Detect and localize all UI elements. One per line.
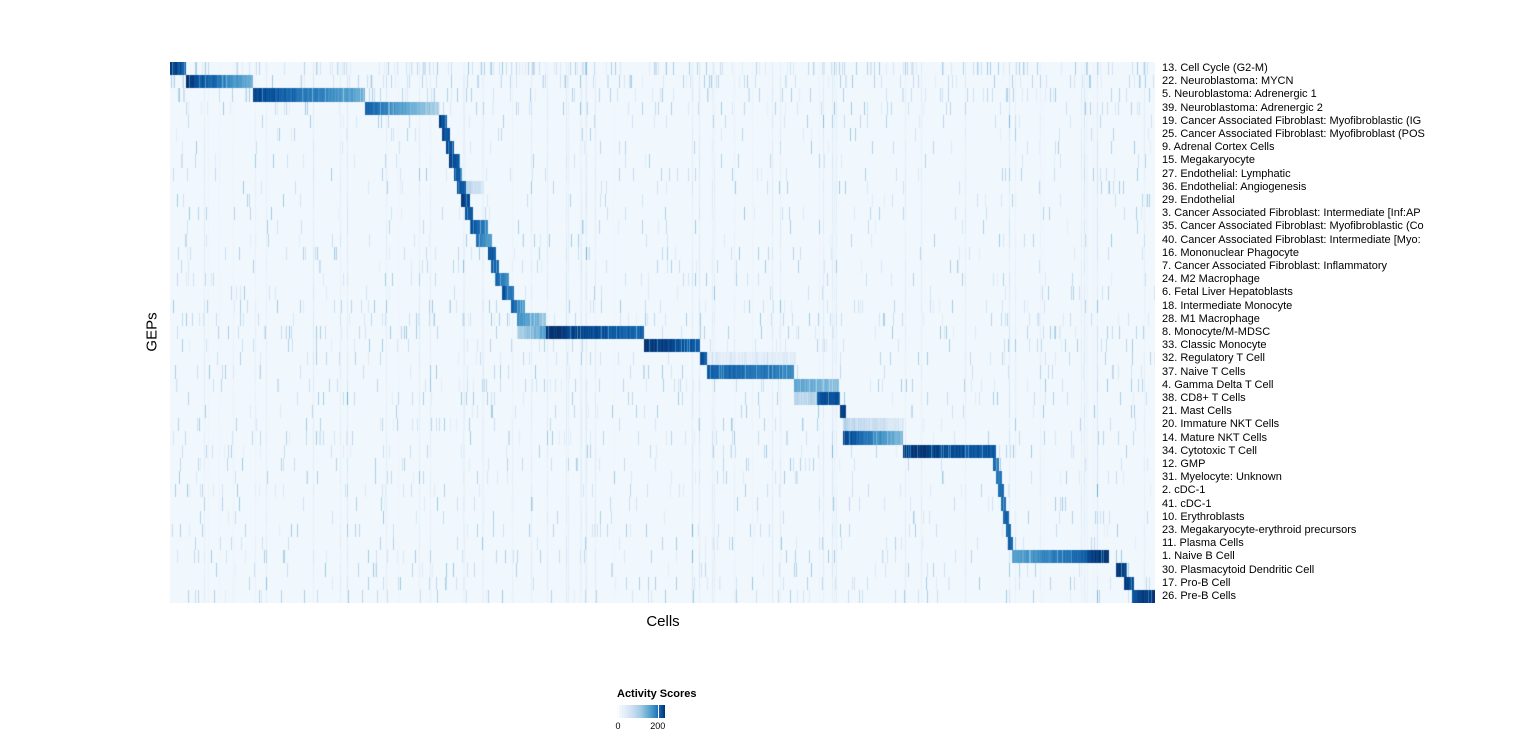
gep-row-label: 20. Immature NKT Cells <box>1162 418 1280 431</box>
legend-tick-mark-max <box>657 705 659 718</box>
gep-row-label: 25. Cancer Associated Fibroblast: Myofib… <box>1162 128 1425 141</box>
gep-row-label: 19. Cancer Associated Fibroblast: Myofib… <box>1162 114 1422 127</box>
gep-row-label: 14. Mature NKT Cells <box>1162 431 1267 444</box>
gep-row-label: 32. Regulatory T Cell <box>1162 352 1265 365</box>
gep-row-label: 37. Naive T Cells <box>1162 365 1246 378</box>
legend-tick-min-label: 0 <box>615 721 621 731</box>
gep-row-label: 24. M2 Macrophage <box>1162 273 1260 286</box>
gep-row-label: 30. Plasmacytoid Dendritic Cell <box>1162 563 1315 576</box>
gep-row-label: 41. cDC-1 <box>1162 497 1212 510</box>
gep-row-label: 17. Pro-B Cell <box>1162 576 1231 589</box>
gep-row-label: 4. Gamma Delta T Cell <box>1162 378 1274 391</box>
gep-row-label: 7. Cancer Associated Fibroblast: Inflamm… <box>1162 260 1387 273</box>
gep-row-label: 26. Pre-B Cells <box>1162 589 1236 602</box>
y-axis-label: GEPs <box>143 312 161 352</box>
gep-row-label: 6. Fetal Liver Hepatoblasts <box>1162 286 1293 299</box>
legend-tick-labels: 0 200 <box>615 721 666 733</box>
gep-row-label: 3. Cancer Associated Fibroblast: Interme… <box>1162 207 1421 220</box>
x-axis-label: Cells <box>646 613 680 630</box>
legend: Activity Scores 0 200 <box>615 688 757 733</box>
gep-row-label: 5. Neuroblastoma: Adrenergic 1 <box>1162 88 1317 101</box>
gep-row-label: 18. Intermediate Monocyte <box>1162 299 1293 312</box>
gep-row-label: 11. Plasma Cells <box>1162 537 1244 550</box>
gep-row-label: 35. Cancer Associated Fibroblast: Myofib… <box>1162 220 1424 233</box>
gep-row-label: 23. Megakaryocyte-erythroid precursors <box>1162 523 1357 536</box>
gep-row-label: 9. Adrenal Cortex Cells <box>1162 141 1275 154</box>
gep-row-label: 38. CD8+ T Cells <box>1162 391 1246 404</box>
gep-row-label: 12. GMP <box>1162 457 1206 470</box>
gep-row-label: 33. Classic Monocyte <box>1162 339 1267 352</box>
legend-colorbar <box>617 705 665 718</box>
gep-row-label: 15. Megakaryocyte <box>1162 154 1255 167</box>
gep-row-label: 31. Myelocyte: Unknown <box>1162 471 1282 484</box>
gep-row-label: 22. Neuroblastoma: MYCN <box>1162 75 1294 88</box>
heatmap-canvas <box>170 62 1155 603</box>
legend-tick-mark-min <box>617 705 619 718</box>
gep-row-label: 8. Monocyte/M-MDSC <box>1162 326 1271 338</box>
gep-row-label: 27. Endothelial: Lymphatic <box>1162 167 1291 180</box>
gep-row-label: 21. Mast Cells <box>1162 405 1232 418</box>
gep-row-label: 1. Naive B Cell <box>1162 550 1235 563</box>
gep-row-label: 28. M1 Macrophage <box>1162 312 1260 325</box>
legend-title: Activity Scores <box>617 688 697 700</box>
gep-row-label: 29. Endothelial <box>1162 194 1235 207</box>
row-labels: 13. Cell Cycle (G2-M) 22. Neuroblastoma: … <box>1160 62 1540 603</box>
gep-row-label: 40. Cancer Associated Fibroblast: Interm… <box>1162 233 1421 246</box>
gep-row-label: 36. Endothelial: Angiogenesis <box>1162 180 1307 193</box>
gep-row-label: 16. Mononuclear Phagocyte <box>1162 246 1299 259</box>
gep-row-label: 2. cDC-1 <box>1162 484 1206 497</box>
gep-row-label: 13. Cell Cycle (G2-M) <box>1162 62 1268 75</box>
gep-row-label: 10. Erythroblasts <box>1162 510 1245 523</box>
legend-tick-max-label: 200 <box>650 721 666 731</box>
gep-row-label: 39. Neuroblastoma: Adrenergic 2 <box>1162 101 1323 114</box>
gep-row-label: 34. Cytotoxic T Cell <box>1162 444 1257 457</box>
